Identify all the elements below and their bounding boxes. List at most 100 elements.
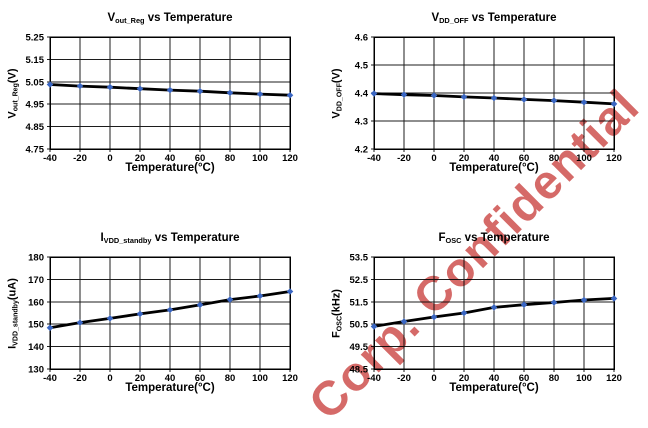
x-tick-label: 100 [252,373,268,384]
y-tick-label: 5.05 [26,77,45,88]
x-tick-label: 80 [225,153,236,164]
label-subscript: OSC [445,236,462,245]
chart-vdd-off: -40 -20 0 20 40 60 80 100 120 4.2 4.3 4.4 4.5 4.6 VDD_… [324,0,648,214]
y-tick-label: 48.5 [350,365,369,376]
y-tick-label: 50.5 [350,320,369,331]
plot: -40 -20 0 20 40 60 80 100 120 130 140 150 160 170 180 [28,253,298,385]
label-subscript: OSC [336,315,344,332]
y-tick-label: 4.2 [355,145,368,156]
y-tick-label: 170 [28,275,44,286]
x-tick-label: -40 [43,373,57,384]
x-tick-label: 120 [606,153,622,164]
label-text: (V) [330,68,343,84]
label-text: (V) [6,68,19,84]
x-tick-label: 100 [576,153,592,164]
label-text: vs Temperature [468,12,557,24]
x-tick-label: -40 [43,153,57,164]
y-axis-label: FOSC(kHz) [330,234,345,394]
y-tick-label: 53.5 [350,253,369,264]
x-axis-label: Temperature(°C) [125,162,215,174]
gridlines [371,36,615,152]
gridlines [47,256,291,372]
x-tick-label: -20 [73,153,87,164]
x-tick-label: 80 [549,153,560,164]
x-axis-label: Temperature(°C) [449,382,539,394]
x-tick-label: 60 [195,373,206,384]
chart-title: VDD_OFF vs Temperature [374,11,614,26]
label-text: vs Temperature [144,12,233,24]
gridlines [371,256,615,372]
chart-title: FOSC vs Temperature [374,231,614,246]
label-text: V [330,111,343,119]
x-tick-label: 120 [606,373,622,384]
x-tick-label: 60 [519,153,530,164]
x-tick-label: 20 [459,373,470,384]
label-text: vs Temperature [151,232,240,244]
x-tick-label: 0 [107,373,112,384]
x-tick-label: 20 [459,153,470,164]
y-tick-label: 4.6 [355,33,368,44]
y-tick-label: 4.95 [26,100,45,111]
x-axis-label: Temperature(°C) [449,162,539,174]
label-subscript: out_Reg [115,16,145,25]
data-markers [370,90,618,108]
label-text: V [6,111,19,119]
x-tick-label: 20 [135,153,146,164]
label-text: V [431,12,440,24]
y-tick-label: 4.75 [26,145,45,156]
y-tick-label: 51.5 [350,297,369,308]
label-subscript: out_Reg [12,83,20,112]
y-tick-label: 4.85 [26,122,45,133]
x-tick-label: 80 [549,373,560,384]
chart-title: IVDD_standby vs Temperature [50,231,290,246]
y-tick-label: 180 [28,253,44,264]
label-subscript: DD_OFF [336,83,344,112]
x-tick-label: 20 [135,373,146,384]
chart-vout-reg: -40 -20 0 20 40 60 80 100 120 4.75 4.85 4.95 5.05 5.1… [0,0,324,214]
y-tick-label: 5.15 [26,55,45,66]
x-tick-label: 100 [252,153,268,164]
plot-border [373,256,615,370]
y-tick-label: 4.5 [355,61,369,72]
chart-ivdd-standby: -40 -20 0 20 40 60 80 100 120 130 140 150 160 170 180 I… [0,220,324,428]
label-text: I [100,232,104,244]
x-tick-label: 60 [519,373,530,384]
x-tick-label: 40 [489,373,500,384]
chart-fosc: -40 -20 0 20 40 60 80 100 120 48.5 49.5 50.5 51.5 52.… [324,220,648,428]
data-markers [46,288,294,332]
label-subscript: VDD_standby [12,300,20,346]
x-tick-label: -20 [397,153,411,164]
chart-title: Vout_Reg vs Temperature [50,11,290,26]
label-text: V [107,12,116,24]
x-tick-label: 100 [576,373,592,384]
x-tick-label: 80 [225,373,236,384]
x-tick-label: 40 [165,373,176,384]
label-text: I [6,345,19,349]
label-text: (uA) [6,278,19,301]
y-tick-label: 49.5 [350,342,369,353]
y-tick-label: 140 [28,342,44,353]
x-tick-label: 0 [431,153,436,164]
label-text: F [438,232,446,244]
x-tick-label: -20 [397,373,411,384]
y-tick-label: 150 [28,320,44,331]
y-tick-label: 160 [28,297,44,308]
plot: -40 -20 0 20 40 60 80 100 120 4.75 4.85 4.95 5.05 5.1… [26,33,298,165]
y-tick-label: 52.5 [350,275,369,286]
label-text: vs Temperature [461,232,550,244]
y-axis-label: Vout_Reg(V) [6,14,21,174]
data-markers [370,295,618,330]
y-axis-label: IVDD_standby(uA) [6,234,21,394]
plot: -40 -20 0 20 40 60 80 100 120 4.2 4.3 4.4 4.5 4.6 [355,33,622,165]
data-markers [46,81,294,99]
x-tick-label: 0 [431,373,436,384]
y-axis-label: VDD_OFF(V) [330,14,345,174]
label-subscript: DD_OFF [439,16,469,25]
x-tick-label: 120 [282,373,298,384]
x-axis-label: Temperature(°C) [125,382,215,394]
plot-border [49,256,291,370]
x-tick-label: 60 [195,153,206,164]
y-tick-label: 4.3 [355,117,368,128]
x-tick-label: -40 [367,153,381,164]
label-text: (kHz) [330,289,343,316]
